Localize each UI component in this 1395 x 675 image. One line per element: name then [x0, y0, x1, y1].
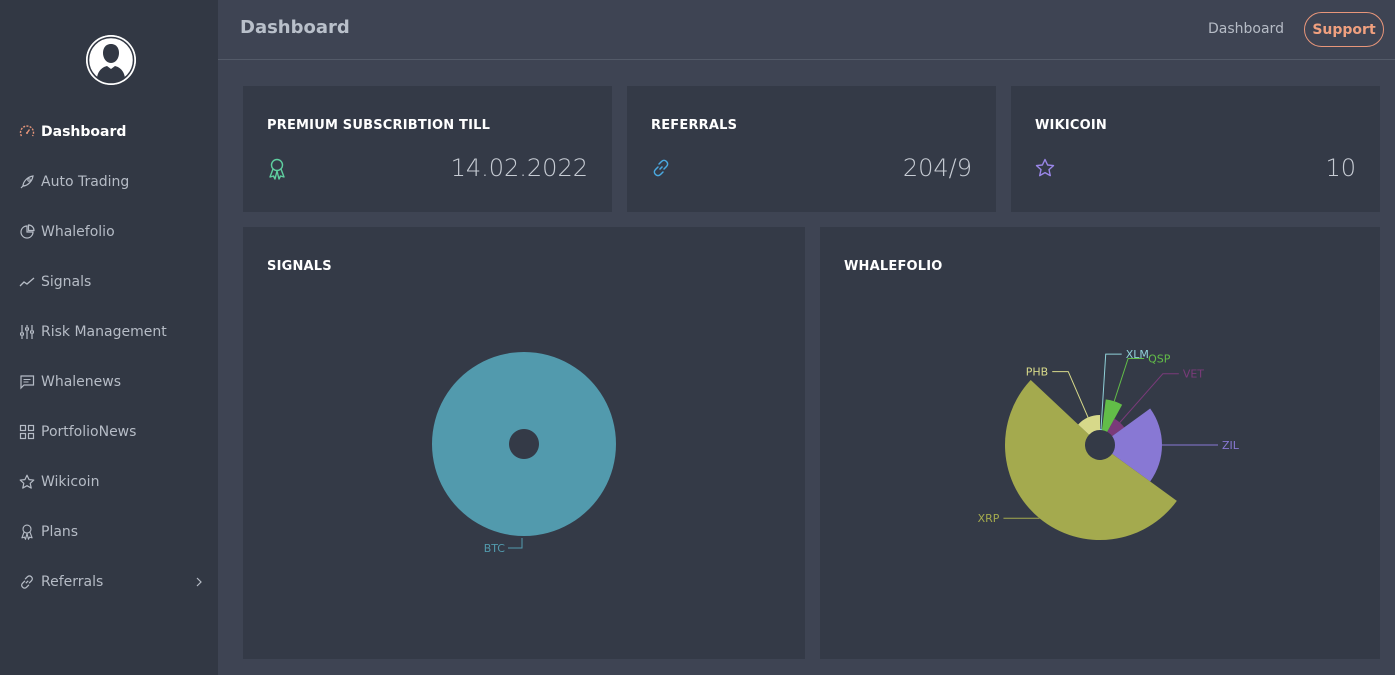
premium-title: PREMIUM SUBSCRIBTION TILL	[267, 118, 491, 133]
whalefolio-label-line	[1119, 373, 1179, 423]
sidebar: Dashboard Auto Trading Whalefolio Signals Ri…	[0, 0, 218, 675]
sidebar-item-referrals[interactable]: Referrals	[0, 557, 218, 607]
wikicoin-title: WIKICOIN	[1035, 118, 1107, 133]
whalefolio-label-zil: ZIL	[1222, 439, 1240, 452]
header-dashboard-link[interactable]: Dashboard	[1208, 21, 1284, 37]
sidebar-item-label: Wikicoin	[41, 474, 100, 490]
chevron-right-icon	[194, 574, 204, 590]
whalefolio-slice-phb[interactable]	[1078, 415, 1100, 435]
trend-icon	[18, 273, 36, 291]
sidebar-item-auto-trading[interactable]: Auto Trading	[0, 157, 218, 207]
support-button[interactable]: Support	[1304, 12, 1384, 47]
signals-slice-btc[interactable]	[431, 352, 616, 536]
wikicoin-card: WIKICOIN 10	[1011, 86, 1380, 212]
signals-card: SIGNALS BTC	[243, 227, 805, 659]
whalefolio-slice-qsp[interactable]	[1101, 399, 1123, 432]
referrals-value: 204/9	[902, 154, 972, 182]
signals-title: SIGNALS	[267, 259, 332, 274]
sidebar-item-label: PortfolioNews	[41, 424, 137, 440]
referrals-title: REFERRALS	[651, 118, 738, 133]
signals-chart: BTC	[431, 352, 616, 555]
sidebar-item-whalefolio[interactable]: Whalefolio	[0, 207, 218, 257]
whalefolio-slice-vet[interactable]	[1107, 418, 1125, 437]
whalefolio-label-line	[1113, 357, 1145, 402]
page-title: Dashboard	[240, 17, 350, 38]
user-silhouette-icon	[86, 35, 136, 85]
whalefolio-slice-zil[interactable]	[1112, 408, 1162, 482]
sidebar-item-label: Signals	[41, 274, 92, 290]
whalefolio-title: WHALEFOLIO	[844, 259, 943, 274]
whalefolio-chart: XLM QSP VET ZIL XRP PHB	[978, 348, 1240, 540]
sidebar-nav: Dashboard Auto Trading Whalefolio Signals Ri…	[0, 107, 218, 607]
star-icon	[18, 473, 36, 491]
award-icon	[267, 158, 287, 180]
sidebar-item-label: Auto Trading	[41, 174, 130, 190]
whalefolio-label-vet: VET	[1183, 368, 1204, 381]
sidebar-item-wikicoin[interactable]: Wikicoin	[0, 457, 218, 507]
sidebar-item-risk-management[interactable]: Risk Management	[0, 307, 218, 357]
chat-icon	[18, 373, 36, 391]
sidebar-item-plans[interactable]: Plans	[0, 507, 218, 557]
star-icon	[1035, 158, 1055, 178]
sidebar-item-label: Risk Management	[41, 324, 167, 340]
whalefolio-label-qsp: QSP	[1148, 352, 1171, 365]
link-icon	[651, 158, 671, 178]
sidebar-item-whalenews[interactable]: Whalenews	[0, 357, 218, 407]
sidebar-item-dashboard[interactable]: Dashboard	[0, 107, 218, 157]
sidebar-item-label: Referrals	[41, 574, 104, 590]
whalefolio-card: WHALEFOLIO XLM QSP VET ZIL XRP PHB	[820, 227, 1380, 659]
whalefolio-label-phb: PHB	[1026, 366, 1048, 379]
sidebar-item-portfolionews[interactable]: PortfolioNews	[0, 407, 218, 457]
sidebar-item-label: Plans	[41, 524, 79, 540]
signals-label-line	[508, 538, 523, 549]
whalefolio-label-line	[1100, 353, 1122, 430]
signals-label-btc: BTC	[484, 542, 506, 555]
sliders-icon	[18, 323, 36, 341]
pie-icon	[18, 223, 36, 241]
premium-card: PREMIUM SUBSCRIBTION TILL 14.02.2022	[243, 86, 612, 212]
whalefolio-slice-xlm[interactable]	[1100, 429, 1103, 431]
whalefolio-label-xlm: XLM	[1126, 348, 1149, 361]
wikicoin-value: 10	[1325, 154, 1356, 182]
user-avatar[interactable]	[86, 35, 136, 85]
whalefolio-label-xrp: XRP	[978, 512, 1000, 525]
referrals-card: REFERRALS 204/9	[627, 86, 996, 212]
whalefolio-label-line	[1052, 371, 1089, 418]
whalefolio-slice-xrp[interactable]	[1005, 379, 1177, 540]
grid-icon	[18, 423, 36, 441]
sidebar-item-label: Whalenews	[41, 374, 122, 390]
premium-value: 14.02.2022	[450, 154, 588, 182]
sidebar-item-label: Whalefolio	[41, 224, 115, 240]
speedometer-icon	[18, 123, 36, 141]
award-icon	[18, 523, 36, 541]
rocket-icon	[18, 173, 36, 191]
sidebar-item-signals[interactable]: Signals	[0, 257, 218, 307]
sidebar-item-label: Dashboard	[41, 124, 127, 140]
top-header: Dashboard Dashboard Support	[218, 0, 1395, 60]
link-icon	[18, 573, 36, 591]
